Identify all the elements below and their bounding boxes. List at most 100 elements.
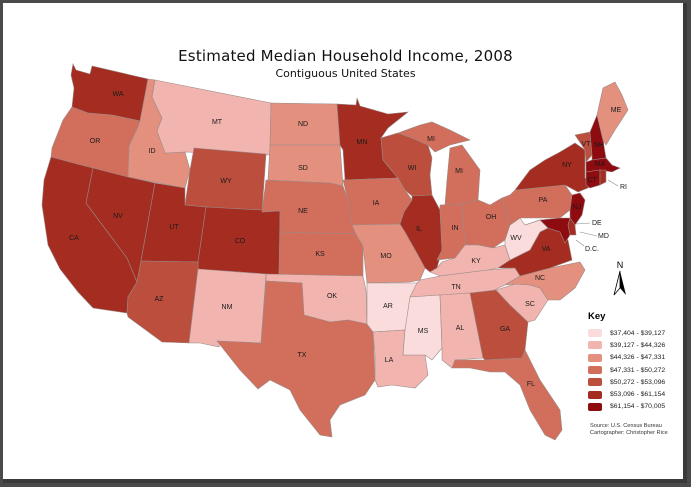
label-NJ: NJ xyxy=(573,204,582,211)
legend-item: $39,127 - $44,326 xyxy=(588,339,688,351)
leader-DE xyxy=(575,222,591,225)
legend-label: $37,404 - $39,127 xyxy=(610,329,666,337)
state-RI xyxy=(599,169,607,186)
legend-label: $61,154 - $70,005 xyxy=(610,403,666,411)
legend-swatch xyxy=(588,378,602,387)
label-KY: KY xyxy=(471,258,481,265)
label-MS: MS xyxy=(418,328,429,335)
state-TX xyxy=(216,280,376,438)
label-UT: UT xyxy=(169,224,179,231)
label-NE: NE xyxy=(298,208,308,215)
north-arrow-icon xyxy=(613,270,626,296)
label-TN: TN xyxy=(451,284,460,291)
legend-item: $37,404 - $39,127 xyxy=(588,327,688,339)
cartographer-text: Cartographer: Christopher Rice xyxy=(590,430,668,436)
source-note: Source: U.S. Census Bureau Cartographer:… xyxy=(590,423,668,437)
legend-label: $50,272 - $53,096 xyxy=(610,378,666,386)
label-MI-upper: MI xyxy=(427,136,435,143)
label-IN: IN xyxy=(452,225,459,232)
label-WI: WI xyxy=(408,165,417,172)
label-NC: NC xyxy=(535,275,545,282)
legend-swatch xyxy=(588,366,602,375)
legend-item: $47,331 - $50,272 xyxy=(588,364,688,376)
legend-item: $61,154 - $70,005 xyxy=(588,401,688,413)
label-MO: MO xyxy=(380,253,392,260)
legend-swatch xyxy=(588,390,602,399)
legend-swatch xyxy=(588,353,602,362)
legend-label: $44,326 - $47,331 xyxy=(610,354,666,362)
label-VT: VT xyxy=(582,141,592,148)
label-VA: VA xyxy=(542,246,551,253)
label-GA: GA xyxy=(500,326,510,333)
label-MD: MD xyxy=(598,233,609,240)
label-IL: IL xyxy=(416,226,422,233)
label-CT: CT xyxy=(587,177,597,184)
label-NM: NM xyxy=(222,304,233,311)
leader-RI xyxy=(607,179,619,187)
label-ID: ID xyxy=(149,148,156,155)
state-MT xyxy=(151,79,272,156)
label-AR: AR xyxy=(383,303,393,310)
label-KS: KS xyxy=(315,251,325,258)
state-VT xyxy=(574,131,593,163)
legend-label: $39,127 - $44,326 xyxy=(610,341,666,349)
label-ND: ND xyxy=(298,121,308,128)
legend-swatch xyxy=(588,341,602,350)
label-RI: RI xyxy=(620,184,627,191)
label-ME: ME xyxy=(611,107,622,114)
state-MN xyxy=(336,97,409,181)
legend-label: $53,096 - $61,154 xyxy=(610,391,666,399)
label-MT: MT xyxy=(212,119,223,126)
state-ME xyxy=(596,81,629,146)
map-subtitle: Contiguous United States xyxy=(275,67,416,80)
state-MI-upper xyxy=(397,121,471,153)
label-SC: SC xyxy=(525,301,535,308)
state-NY xyxy=(514,142,596,193)
state-AZ xyxy=(126,260,199,344)
legend-swatch xyxy=(588,329,602,338)
leader-DC xyxy=(575,239,585,247)
label-DE: DE xyxy=(592,220,602,227)
label-OH: OH xyxy=(486,214,497,221)
label-MA: MA xyxy=(595,161,606,168)
label-CA: CA xyxy=(69,235,79,242)
label-PA: PA xyxy=(539,197,548,204)
label-AL: AL xyxy=(456,325,465,332)
leader-MD xyxy=(579,231,598,237)
label-NV: NV xyxy=(113,213,123,220)
label-WA: WA xyxy=(112,91,123,98)
state-CT xyxy=(585,169,601,189)
state-OH xyxy=(461,197,511,249)
legend-item: $44,326 - $47,331 xyxy=(588,352,688,364)
state-MD xyxy=(524,217,571,244)
label-CO: CO xyxy=(235,238,246,245)
label-WY: WY xyxy=(220,178,232,185)
label-OR: OR xyxy=(90,138,101,145)
state-FL xyxy=(451,349,563,441)
legend-item: $53,096 - $61,154 xyxy=(588,388,688,400)
state-NJ xyxy=(569,192,586,226)
legend-item: $50,272 - $53,096 xyxy=(588,376,688,388)
label-WV: WV xyxy=(510,235,522,242)
north-arrow: N xyxy=(613,260,627,300)
label-OK: OK xyxy=(327,293,337,300)
label-DC: D.C. xyxy=(585,246,599,253)
label-IA: IA xyxy=(373,200,380,207)
state-KS xyxy=(278,231,364,277)
label-MN: MN xyxy=(357,139,368,146)
label-NY: NY xyxy=(562,162,572,169)
legend: Key $37,404 - $39,127 $39,127 - $44,326 … xyxy=(588,311,688,413)
label-AZ: AZ xyxy=(155,296,165,303)
legend-title: Key xyxy=(588,311,606,322)
label-NH: NH xyxy=(594,142,604,149)
label-SD: SD xyxy=(298,165,308,172)
state-MI xyxy=(444,144,481,206)
source-text: Source: U.S. Census Bureau xyxy=(590,423,662,429)
label-MI: MI xyxy=(455,168,463,175)
north-label: N xyxy=(616,260,624,270)
legend-label: $47,331 - $50,272 xyxy=(610,366,666,374)
label-FL: FL xyxy=(527,381,535,388)
label-LA: LA xyxy=(385,357,394,364)
legend-swatch xyxy=(588,402,602,411)
